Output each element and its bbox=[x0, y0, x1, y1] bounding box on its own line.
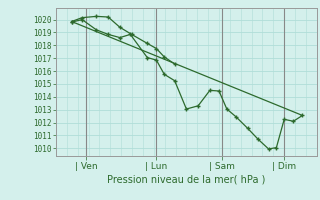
X-axis label: Pression niveau de la mer( hPa ): Pression niveau de la mer( hPa ) bbox=[107, 175, 266, 185]
